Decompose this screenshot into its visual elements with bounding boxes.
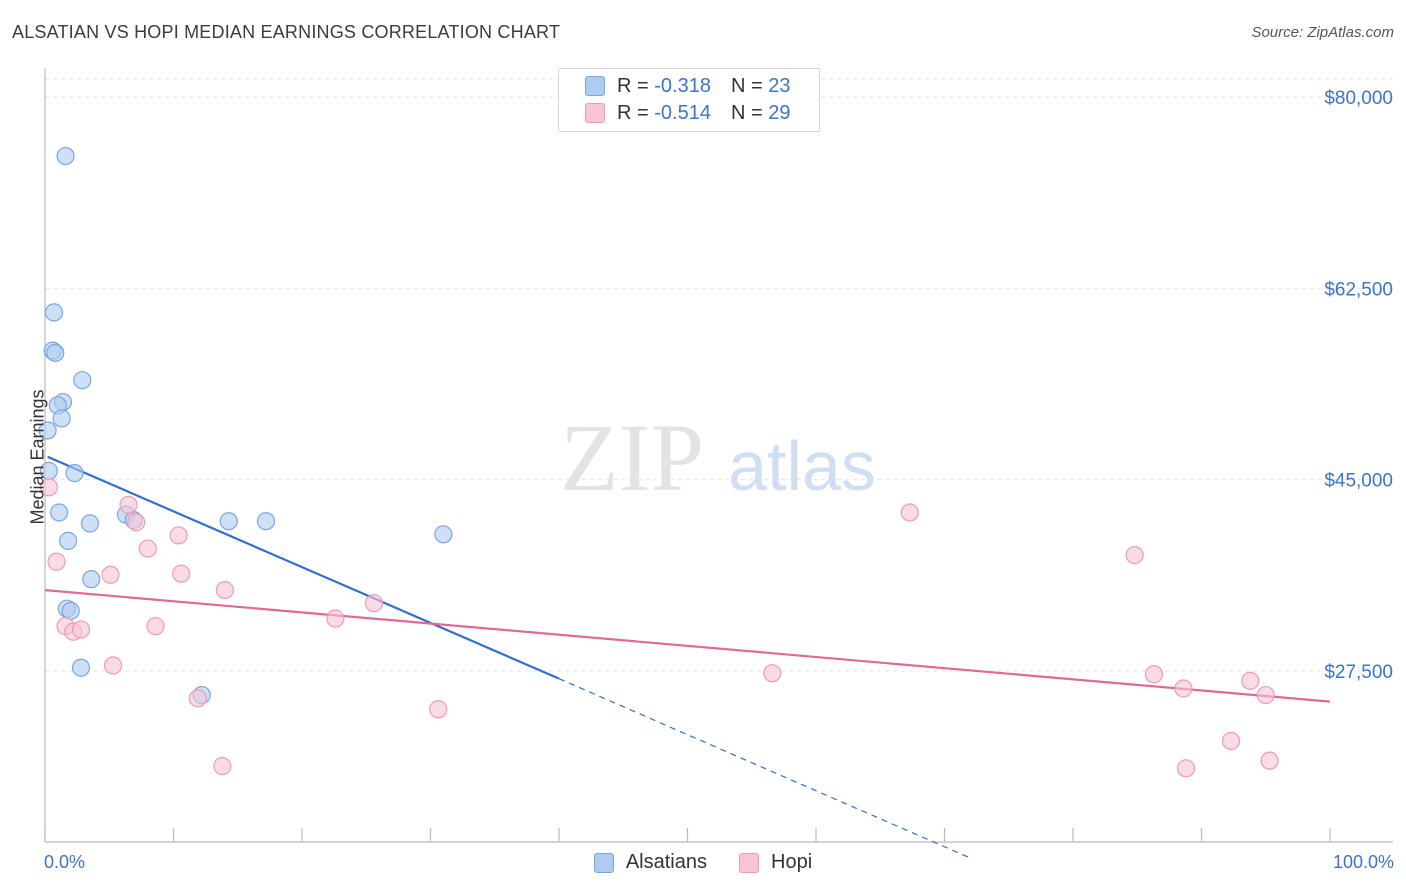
hopi-point [188,689,208,708]
chart-title: ALSATIAN VS HOPI MEDIAN EARNINGS CORRELA… [12,22,561,42]
hopi-point [213,757,232,776]
y-tick-labels: $80,000 $62,500 $45,000 $27,500 [1324,88,1393,683]
hopi-point [104,656,123,675]
legend-n-value: 29 [768,101,791,124]
hopi-point [71,620,91,639]
hopi-point [1176,759,1196,778]
alsatians-point [65,464,84,483]
watermark-zip: ZIP [560,404,704,511]
y-tick-label: $45,000 [1324,471,1393,492]
series-label-hopi: Hopi [771,851,813,873]
legend-r-label: R = [617,101,649,124]
alsatians-point [50,503,69,522]
series-swatch-hopi [739,852,759,873]
alsatians-trend-line [47,455,560,680]
hopi-point [47,552,66,571]
alsatians-point [82,570,101,589]
hopi-point [763,664,782,683]
legend-swatch-alsatians [585,76,605,96]
trend-lines [44,455,1331,859]
hopi-point [172,564,191,583]
hopi-point [215,580,234,600]
series-label-alsatians: Alsatians [625,851,707,873]
alsatians-point [80,514,100,533]
hopi-point [1241,671,1260,690]
alsatians-point [56,146,75,166]
hopi-point [39,478,58,497]
alsatians-point [71,658,91,677]
grid-lines [45,78,1393,672]
legend-n-label: N = [730,74,763,97]
hopi-point [1174,679,1193,698]
hopi-point [119,495,138,514]
hopi-point [364,594,384,613]
legend-r-value: -0.318 [654,74,711,97]
correlation-legend: R = -0.318 N = 23 R = -0.514 N = 29 [558,68,820,132]
hopi-point [429,700,448,719]
y-tick-label: $27,500 [1324,662,1393,683]
hopi-point [138,539,157,558]
hopi-point [1125,546,1144,565]
series-legend-alsatians[interactable]: Alsatians [593,851,707,874]
y-tick-label: $62,500 [1324,279,1393,300]
watermark-atlas: atlas [728,427,876,505]
alsatians-trend-extension [558,678,971,859]
legend-n-value: 23 [768,74,791,97]
watermark: ZIP atlas [560,404,876,511]
legend-row-alsatians: R = -0.318 N = 23 [585,73,790,99]
hopi-point [1221,731,1241,751]
alsatians-point [61,601,80,620]
alsatians-point [73,371,92,390]
alsatians-point [38,421,57,440]
hopi-point [146,617,165,636]
x-tick-max: 100.0% [1332,852,1394,872]
alsatians-point [44,303,64,322]
hopi-point [900,503,919,522]
hopi-point [127,513,146,532]
hopi-point [1260,751,1279,770]
legend-swatch-hopi [585,103,605,123]
hopi-point [326,609,345,628]
series-legend: Alsatians Hopi [0,851,1406,874]
y-tick-label: $80,000 [1324,88,1393,109]
legend-r-label: R = [617,74,649,97]
series-swatch-alsatians [593,852,614,873]
alsatians-point [52,409,71,428]
source-label: Source: ZipAtlas.com [1251,24,1394,41]
series-legend-hopi[interactable]: Hopi [739,851,812,874]
alsatians-point [219,512,238,531]
hopi-point [169,526,188,545]
x-tick-min: 0.0% [44,852,86,872]
legend-row-hopi: R = -0.514 N = 29 [585,100,790,126]
axes [44,68,1393,843]
legend-n-label: N = [730,101,763,124]
alsatians-point [59,531,78,550]
data-points [38,146,1279,778]
alsatians-point [434,525,453,544]
hopi-point [101,565,120,584]
legend-r-value: -0.514 [654,101,711,124]
hopi-point [1256,685,1275,705]
alsatians-point [46,343,65,362]
y-axis-label: Median Earnings [27,389,48,525]
hopi-trend-line [44,588,1331,703]
hopi-point [1144,665,1164,684]
alsatians-point [256,512,276,531]
